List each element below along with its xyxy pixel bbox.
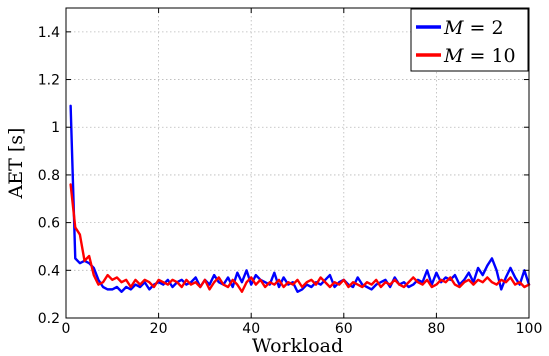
- y-tick-label: 0.2: [38, 311, 60, 327]
- y-tick-label: 0.4: [38, 263, 60, 279]
- x-axis-title: Workload: [252, 335, 343, 356]
- legend-label: M = 2: [443, 17, 504, 39]
- plot-frame: [65, 7, 530, 319]
- axis-ticks: 0 20 40 60 80 100 0.2 0.4 0.6 0.8 1 1.2 1.4: [38, 8, 543, 337]
- y-axis-title: AET [s]: [5, 128, 27, 200]
- legend-label: M = 10: [443, 45, 516, 67]
- series-line: [69, 104, 531, 293]
- x-tick-label: 100: [516, 321, 543, 337]
- y-tick-label: 0.6: [38, 216, 60, 232]
- x-tick-label: 40: [242, 321, 260, 337]
- x-tick-label: 20: [150, 321, 168, 337]
- x-tick-label: 80: [427, 321, 445, 337]
- legend: M = 2 M = 10: [410, 8, 529, 72]
- x-tick-label: 0: [62, 321, 71, 337]
- y-tick-label: 0.8: [38, 168, 60, 184]
- grid-lines: [66, 8, 529, 318]
- legend-box: [410, 8, 529, 72]
- x-tick-label: 60: [335, 321, 353, 337]
- y-tick-label: 1.2: [38, 73, 60, 89]
- y-tick-label: 1.4: [38, 25, 60, 41]
- series-layer: [69, 104, 531, 293]
- y-tick-label: 1: [51, 120, 60, 136]
- series-line: [69, 183, 531, 293]
